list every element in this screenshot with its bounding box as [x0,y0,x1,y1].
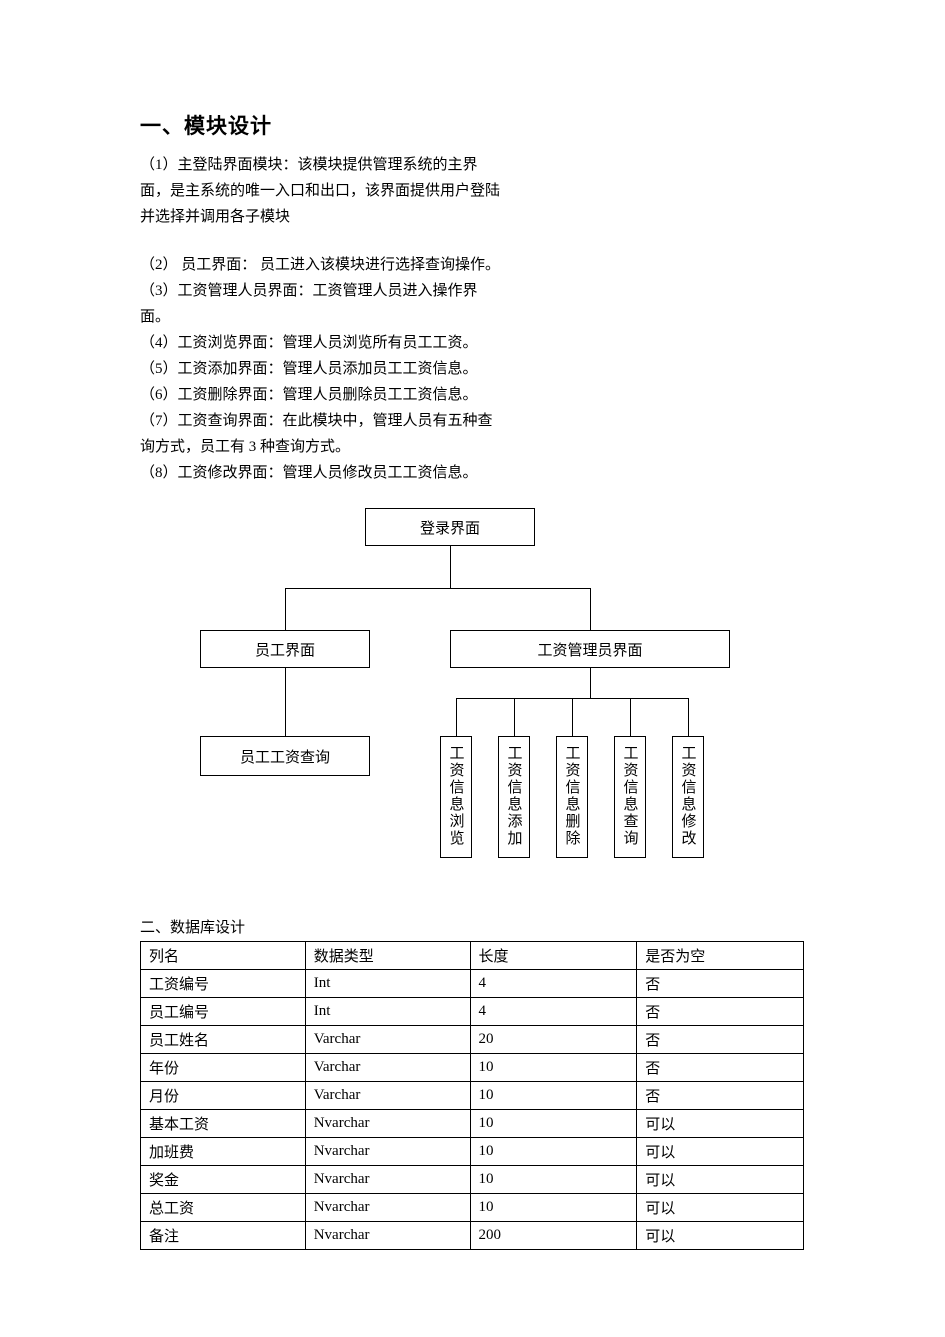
table-cell: 10 [470,1082,637,1110]
flowchart-line [514,698,515,736]
table-row: 员工编号Int4否 [141,998,804,1026]
flowchart-vbox-0: 工资信息浏览 [440,736,472,858]
table-cell: Nvarchar [305,1138,470,1166]
table-cell: 总工资 [141,1194,306,1222]
table-cell: Int [305,998,470,1026]
flowchart-vbox-2: 工资信息删除 [556,736,588,858]
table-cell: 否 [637,1082,804,1110]
table-cell: 员工编号 [141,998,306,1026]
flowchart-vbox-1: 工资信息添加 [498,736,530,858]
table-cell: Int [305,970,470,998]
intro-p8: （8）工资修改界面：管理人员修改员工工资信息。 [140,460,530,486]
table-header: 列名 [141,942,306,970]
intro-p1: （1）主登陆界面模块：该模块提供管理系统的主界面，是主系统的唯一入口和出口，该界… [140,152,500,230]
table-cell: 工资编号 [141,970,306,998]
table-row: 工资编号Int4否 [141,970,804,998]
table-header: 数据类型 [305,942,470,970]
flowchart-left-child: 员工工资查询 [200,736,370,776]
flowchart-line [456,698,457,736]
table-cell: 4 [470,998,637,1026]
table-cell: Nvarchar [305,1110,470,1138]
flowchart-line [285,588,286,630]
db-table: 列名 数据类型 长度 是否为空 工资编号Int4否员工编号Int4否员工姓名Va… [140,941,804,1250]
flowchart-root: 登录界面 [365,508,535,546]
flowchart-line [450,546,451,588]
table-row: 年份Varchar10否 [141,1054,804,1082]
table-cell: 可以 [637,1166,804,1194]
flowchart-line [688,698,689,736]
flowchart-line [572,698,573,736]
table-cell: Varchar [305,1054,470,1082]
intro-p5: （5）工资添加界面：管理人员添加员工工资信息。 [140,356,530,382]
table-header-row: 列名 数据类型 长度 是否为空 [141,942,804,970]
table-cell: Varchar [305,1026,470,1054]
table-cell: 否 [637,970,804,998]
table-cell: 20 [470,1026,637,1054]
table-cell: 200 [470,1222,637,1250]
table-cell: 加班费 [141,1138,306,1166]
table-row: 员工姓名Varchar20否 [141,1026,804,1054]
flowchart-line [590,668,591,698]
table-body: 工资编号Int4否员工编号Int4否员工姓名Varchar20否年份Varcha… [141,970,804,1250]
flowchart-vbox-3: 工资信息查询 [614,736,646,858]
table-cell: 否 [637,1054,804,1082]
table-cell: 年份 [141,1054,306,1082]
table-header: 长度 [470,942,637,970]
table-row: 备注Nvarchar200可以 [141,1222,804,1250]
flowchart: 登录界面 员工界面 工资管理员界面 员工工资查询 工资信息浏览 工资信息添加 工… [150,508,750,878]
table-row: 加班费Nvarchar10可以 [141,1138,804,1166]
table-cell: 否 [637,1026,804,1054]
table-cell: 10 [470,1166,637,1194]
table-cell: 员工姓名 [141,1026,306,1054]
intro-p7: （7）工资查询界面：在此模块中，管理人员有五种查询方式，员工有 3 种查询方式。 [140,408,500,460]
table-cell: 10 [470,1138,637,1166]
table-cell: Nvarchar [305,1222,470,1250]
table-cell: 可以 [637,1194,804,1222]
table-row: 月份Varchar10否 [141,1082,804,1110]
intro-p6: （6）工资删除界面：管理人员删除员工工资信息。 [140,382,530,408]
table-cell: 可以 [637,1138,804,1166]
flowchart-line [285,588,590,589]
table-cell: Nvarchar [305,1166,470,1194]
flowchart-left: 员工界面 [200,630,370,668]
table-cell: 基本工资 [141,1110,306,1138]
table-row: 基本工资Nvarchar10可以 [141,1110,804,1138]
flowchart-right: 工资管理员界面 [450,630,730,668]
table-header: 是否为空 [637,942,804,970]
flowchart-line [285,668,286,736]
table-cell: Varchar [305,1082,470,1110]
table-row: 总工资Nvarchar10可以 [141,1194,804,1222]
table-cell: 10 [470,1110,637,1138]
table-cell: 10 [470,1054,637,1082]
table-cell: 可以 [637,1110,804,1138]
section1-heading: 一、模块设计 [140,110,807,140]
intro-p3: （3）工资管理人员界面：工资管理人员进入操作界面。 [140,278,500,330]
table-cell: 备注 [141,1222,306,1250]
table-cell: 奖金 [141,1166,306,1194]
table-cell: 月份 [141,1082,306,1110]
table-row: 奖金Nvarchar10可以 [141,1166,804,1194]
flowchart-vbox-4: 工资信息修改 [672,736,704,858]
table-cell: 否 [637,998,804,1026]
intro-p4: （4）工资浏览界面：管理人员浏览所有员工工资。 [140,330,530,356]
section2-heading: 二、数据库设计 [140,916,807,937]
table-cell: 4 [470,970,637,998]
table-cell: 10 [470,1194,637,1222]
intro-p2: （2） 员工界面： 员工进入该模块进行选择查询操作。 [140,252,530,278]
flowchart-line [630,698,631,736]
flowchart-line [590,588,591,630]
table-cell: Nvarchar [305,1194,470,1222]
table-cell: 可以 [637,1222,804,1250]
